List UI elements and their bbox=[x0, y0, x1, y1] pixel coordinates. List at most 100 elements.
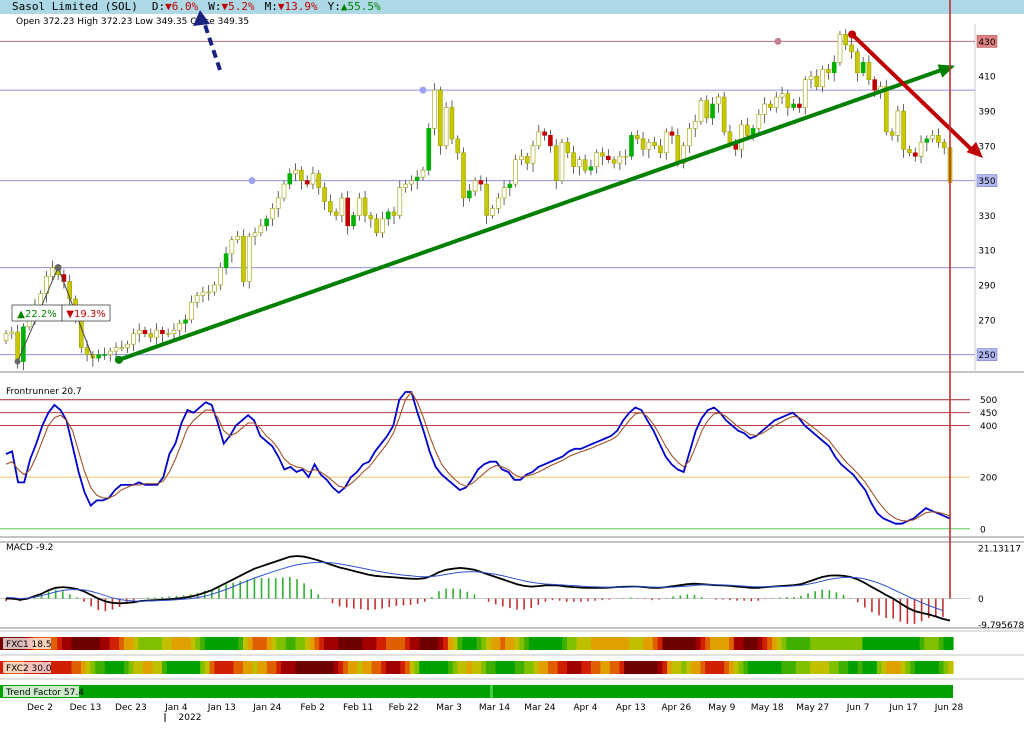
candle bbox=[275, 197, 281, 209]
fxc2-cell bbox=[681, 661, 687, 674]
fxc1-cell bbox=[624, 637, 630, 650]
candle bbox=[883, 86, 889, 133]
candle bbox=[438, 89, 443, 147]
fxc1-cell bbox=[85, 637, 92, 650]
trend-factor-mark bbox=[490, 685, 493, 698]
fxc1-cell bbox=[924, 637, 930, 650]
fxc1-cell bbox=[709, 637, 716, 650]
fxc2-cell bbox=[281, 661, 287, 674]
candle bbox=[368, 215, 374, 220]
candle bbox=[484, 183, 489, 216]
fxc1-cell bbox=[705, 637, 711, 650]
fxc1-cell bbox=[295, 637, 301, 650]
fxc2-cell bbox=[400, 661, 406, 674]
fxc2-cell bbox=[376, 661, 382, 674]
fxc1-cell bbox=[524, 637, 530, 650]
fxc2-cell bbox=[0, 661, 6, 674]
fxc1-cell bbox=[281, 637, 287, 650]
fxc1-cell bbox=[471, 637, 478, 650]
x-tick-label-7: Feb 11 bbox=[343, 703, 373, 713]
candle bbox=[872, 79, 878, 91]
fxc1-cell bbox=[443, 637, 449, 650]
fxc1-cell bbox=[271, 637, 277, 650]
fxc2-cell bbox=[876, 661, 883, 674]
dashed-pointer-arrowhead bbox=[193, 10, 210, 26]
fxc2-cell bbox=[810, 661, 816, 674]
fxc2-cell bbox=[309, 661, 316, 674]
fxc2-label-bg bbox=[3, 662, 51, 673]
candle bbox=[663, 131, 669, 154]
candle bbox=[177, 322, 183, 331]
fxc1-cell bbox=[552, 637, 559, 650]
fxc1-cell bbox=[805, 637, 811, 650]
fxc2-cell bbox=[85, 661, 92, 674]
candle bbox=[200, 291, 206, 296]
fxc1-cell bbox=[257, 637, 263, 650]
fxc1-cell bbox=[414, 637, 420, 650]
fxc2-cell bbox=[505, 661, 511, 674]
fxc2-cell bbox=[752, 661, 759, 674]
candle bbox=[258, 225, 264, 234]
fxc1-cell bbox=[133, 637, 139, 650]
candle bbox=[84, 347, 90, 355]
fxc2-cell bbox=[762, 661, 768, 674]
fxc2-cell bbox=[709, 661, 716, 674]
candle bbox=[768, 103, 773, 108]
fxc1-cell bbox=[219, 637, 225, 650]
candle bbox=[212, 284, 217, 293]
candle bbox=[235, 235, 240, 241]
fxc2-cell bbox=[357, 661, 363, 674]
fxc2-cell bbox=[176, 661, 182, 674]
x-tick-label-6: Feb 2 bbox=[300, 703, 325, 713]
fxc1-cell bbox=[576, 637, 582, 650]
fxc2-cell bbox=[262, 661, 268, 674]
fxc2-cell bbox=[166, 661, 173, 674]
fxc1-cell bbox=[152, 637, 158, 650]
fxc2-cell bbox=[514, 661, 520, 674]
fxc1-cell bbox=[76, 637, 82, 650]
year-change: ▲55.5% bbox=[340, 0, 381, 13]
candle bbox=[513, 159, 518, 185]
candle bbox=[160, 329, 165, 335]
candle bbox=[675, 135, 681, 164]
fxc2-cell bbox=[795, 661, 802, 674]
fxc1-cell bbox=[514, 637, 520, 650]
fxc2-cell bbox=[948, 661, 954, 674]
fxc2-cell bbox=[671, 661, 678, 674]
fxc1-cell bbox=[557, 637, 563, 650]
fxc1-cell bbox=[852, 637, 859, 650]
trendline-red bbox=[850, 33, 975, 153]
fxc2-cell bbox=[943, 661, 949, 674]
fxc2-cell bbox=[819, 661, 825, 674]
fxc1-cell bbox=[628, 637, 635, 650]
fxc2-cell bbox=[228, 661, 235, 674]
candle bbox=[409, 180, 414, 185]
fxc1-cell bbox=[128, 637, 135, 650]
fxc2-cell bbox=[243, 661, 249, 674]
fxc1-cell bbox=[667, 637, 673, 650]
fxc1-cell bbox=[228, 637, 235, 650]
candle bbox=[658, 145, 663, 154]
fxc2-cell bbox=[838, 661, 844, 674]
dashed-pointer-arrow bbox=[202, 21, 222, 71]
candle bbox=[756, 114, 762, 129]
candle bbox=[287, 173, 293, 185]
candle bbox=[797, 103, 802, 108]
fxc2-cell bbox=[571, 661, 578, 674]
frontrunner-series-Frontrunner bbox=[5, 391, 951, 525]
trendline-arrowhead-red bbox=[966, 141, 983, 158]
fxc2-cell bbox=[185, 661, 192, 674]
fxc2-cell bbox=[714, 661, 721, 674]
x-tick-label-11: Mar 24 bbox=[524, 703, 556, 713]
fxc1-cell bbox=[71, 637, 77, 650]
fxc2-cell bbox=[319, 661, 325, 674]
candle bbox=[270, 208, 275, 220]
fxc1-cell bbox=[114, 637, 120, 650]
candle bbox=[362, 197, 368, 216]
fxc2-cell bbox=[528, 661, 535, 674]
fxc2-cell bbox=[276, 661, 282, 674]
fxc2-cell bbox=[700, 661, 706, 674]
candle bbox=[826, 68, 831, 74]
fxc1-cell bbox=[157, 637, 163, 650]
